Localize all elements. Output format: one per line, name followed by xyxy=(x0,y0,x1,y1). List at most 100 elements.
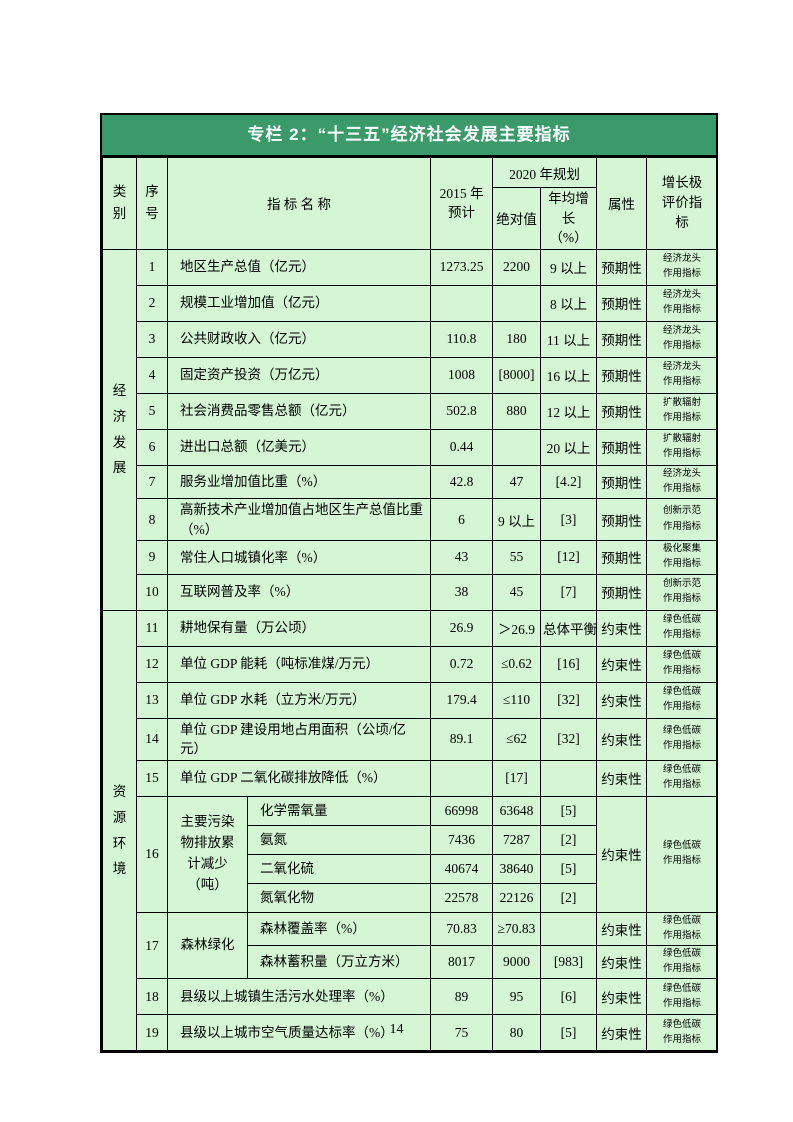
value-2020-absolute-cell: [17] xyxy=(492,759,541,797)
indicator-name-cell: 互联网普及率（%） xyxy=(167,573,431,611)
value-2020-absolute-cell: 45 xyxy=(492,573,541,611)
value-growth-cell: [32] xyxy=(540,717,597,761)
header-indicator-name: 指 标 名 称 xyxy=(167,157,431,250)
indicator-name-cell: 固定资产投资（万亿元） xyxy=(167,356,431,394)
value-growth-cell: 总体平衡 xyxy=(540,609,597,647)
evaluation-indicator-cell: 绿色低碳作用指标 xyxy=(646,681,718,719)
evaluation-indicator-cell: 绿色低碳作用指标 xyxy=(646,1014,718,1052)
table-row: 8 高新技术产业增加值占地区生产总值比重（%） 6 9 以上 [3] 预期性 创新示范作用指… xyxy=(103,498,718,542)
attribute-cell: 预期性 xyxy=(596,540,647,575)
value-2020-absolute-cell: 9000 xyxy=(492,945,541,980)
attribute-cell: 预期性 xyxy=(596,320,647,358)
indicator-name-cell: 公共财政收入（亿元） xyxy=(167,320,431,358)
value-2015-cell: 0.72 xyxy=(430,645,493,683)
value-2015-cell xyxy=(430,284,493,322)
value-2020-absolute-cell xyxy=(492,284,541,322)
row-number-cell: 19 xyxy=(136,1014,168,1052)
evaluation-indicator-cell: 创新示范作用指标 xyxy=(646,498,718,542)
value-2020-absolute-cell: 63648 xyxy=(492,795,541,826)
indicators-table-wrapper: 专栏 2：“十三五”经济社会发展主要指标 类别 序号 指 标 名 称 2015 … xyxy=(100,113,718,1054)
value-2015-cell: 1273.25 xyxy=(430,248,493,286)
table-row: 9 常住人口城镇化率（%） 43 55 [12] 预期性 极化聚集作用指标 xyxy=(103,540,718,575)
indicator-name-cell: 单位 GDP 能耗（吨标准煤/万元） xyxy=(167,645,431,683)
attribute-cell: 预期性 xyxy=(596,428,647,466)
evaluation-indicator-cell: 绿色低碳作用指标 xyxy=(646,759,718,797)
table-row: 13 单位 GDP 水耗（立方米/万元） 179.4 ≤110 [32] 约束性 绿色低碳作… xyxy=(103,681,718,719)
table-row: 14 单位 GDP 建设用地占用面积（公顷/亿元） 89.1 ≤62 [32] 约束性 绿色… xyxy=(103,717,718,761)
table-sub-row: 17 森林绿化 森林覆盖率（%） 70.83 ≥70.83 约束性 绿色低碳作用指标 xyxy=(103,911,718,980)
indicator-name-cell: 单位 GDP 二氧化碳排放降低（%） xyxy=(167,759,431,797)
value-2020-absolute-cell xyxy=(492,428,541,466)
table-row: 19 县级以上城市空气质量达标率（%） 75 80 [5] 约束性 绿色低碳作用指标 xyxy=(103,1014,718,1052)
value-2015-cell: 1008 xyxy=(430,356,493,394)
indicator-name-cell: 高新技术产业增加值占地区生产总值比重（%） xyxy=(167,498,431,542)
table-row: 5 社会消费品零售总额（亿元） 502.8 880 12 以上 预期性 扩散辐射作用指标 xyxy=(103,392,718,430)
header-2015-estimate: 2015 年 预计 xyxy=(430,157,493,250)
document-sheet: 专栏 2：“十三五”经济社会发展主要指标 类别 序号 指 标 名 称 2015 … xyxy=(100,113,718,1054)
value-growth-cell: [5] xyxy=(540,853,597,884)
value-2020-absolute-cell: [8000] xyxy=(492,356,541,394)
value-2015-cell: 66998 xyxy=(430,795,493,826)
value-growth-cell: [4.2] xyxy=(540,464,597,500)
table-row: 经济发展 1 地区生产总值（亿元） 1273.25 2200 9 以上 预期性 经济龙头作用指… xyxy=(102,248,718,611)
indicator-name-cell: 服务业增加值比重（%） xyxy=(167,464,431,500)
value-growth-cell xyxy=(540,759,597,797)
evaluation-indicator-cell: 绿色低碳作用指标 xyxy=(646,645,718,683)
attribute-cell: 预期性 xyxy=(596,464,647,500)
value-2015-cell: 179.4 xyxy=(430,681,493,719)
value-2020-absolute-cell: 22126 xyxy=(492,882,541,913)
value-growth-cell: [5] xyxy=(540,795,597,826)
indicator-name-cell: 单位 GDP 水耗（立方米/万元） xyxy=(167,681,431,719)
value-growth-cell: 20 以上 xyxy=(540,428,597,466)
value-growth-cell: [7] xyxy=(540,573,597,611)
indicator-name-cell: 氮氧化物 xyxy=(247,882,431,913)
table-sub-row: 二氧化硫 40674 38640 [5] xyxy=(103,853,718,884)
attribute-cell: 约束性 xyxy=(596,911,647,947)
category-cell: 经济发展 xyxy=(102,248,137,611)
evaluation-indicator-cell: 绿色低碳作用指标 xyxy=(646,795,718,913)
evaluation-indicator-cell: 创新示范作用指标 xyxy=(646,573,718,611)
row-number-cell: 17 xyxy=(136,911,168,980)
value-growth-cell: 16 以上 xyxy=(540,356,597,394)
value-growth-cell xyxy=(540,911,597,947)
evaluation-indicator-cell: 绿色低碳作用指标 xyxy=(646,945,718,980)
value-2020-absolute-cell: 47 xyxy=(492,464,541,500)
evaluation-indicator-cell: 经济龙头作用指标 xyxy=(646,284,718,322)
evaluation-indicator-cell: 经济龙头作用指标 xyxy=(646,356,718,394)
indicator-name-cell: 常住人口城镇化率（%） xyxy=(167,540,431,575)
value-2015-cell: 38 xyxy=(430,573,493,611)
value-2020-absolute-cell: ≤110 xyxy=(492,681,541,719)
row-number-cell: 12 xyxy=(136,645,168,683)
table-row: 3 公共财政收入（亿元） 110.8 180 11 以上 预期性 经济龙头作用指标 xyxy=(103,320,718,358)
value-2020-absolute-cell: 7287 xyxy=(492,824,541,855)
value-2020-absolute-cell: 9 以上 xyxy=(492,498,541,542)
value-growth-cell: [2] xyxy=(540,824,597,855)
header-absolute-value: 绝对值 xyxy=(492,187,541,250)
evaluation-indicator-cell: 扩散辐射作用指标 xyxy=(646,392,718,430)
attribute-cell: 约束性 xyxy=(596,759,647,797)
row-number-cell: 16 xyxy=(136,795,168,913)
evaluation-indicator-cell: 经济龙头作用指标 xyxy=(646,464,718,500)
value-2020-absolute-cell: 55 xyxy=(492,540,541,575)
row-number-cell: 5 xyxy=(136,392,168,430)
value-growth-cell: [2] xyxy=(540,882,597,913)
value-2020-absolute-cell: 880 xyxy=(492,392,541,430)
attribute-cell: 约束性 xyxy=(596,978,647,1016)
value-growth-cell: 12 以上 xyxy=(540,392,597,430)
table-title: 专栏 2：“十三五”经济社会发展主要指标 xyxy=(102,115,716,157)
table-row: 15 单位 GDP 二氧化碳排放降低（%） [17] 约束性 绿色低碳作用指标 xyxy=(103,759,718,797)
row-number-cell: 9 xyxy=(136,540,168,575)
attribute-cell: 约束性 xyxy=(596,795,647,913)
indicator-name-cell: 县级以上城镇生活污水处理率（%） xyxy=(167,978,431,1016)
row-number-cell: 10 xyxy=(136,573,168,611)
value-2015-cell: 6 xyxy=(430,498,493,542)
indicator-name-cell: 规模工业增加值（亿元） xyxy=(167,284,431,322)
value-growth-cell: [983] xyxy=(540,945,597,980)
value-2015-cell: 43 xyxy=(430,540,493,575)
table-row: 6 进出口总额（亿美元） 0.44 20 以上 预期性 扩散辐射作用指标 xyxy=(103,428,718,466)
attribute-cell: 预期性 xyxy=(596,392,647,430)
table-sub-row: 氨氮 7436 7287 [2] xyxy=(103,824,718,855)
table-sub-row: 森林蓄积量（万立方米） 8017 9000 [983] 约束性 绿色低碳作用指标 xyxy=(103,945,718,980)
attribute-cell: 预期性 xyxy=(596,498,647,542)
indicator-name-cell: 县级以上城市空气质量达标率（%） xyxy=(167,1014,431,1052)
